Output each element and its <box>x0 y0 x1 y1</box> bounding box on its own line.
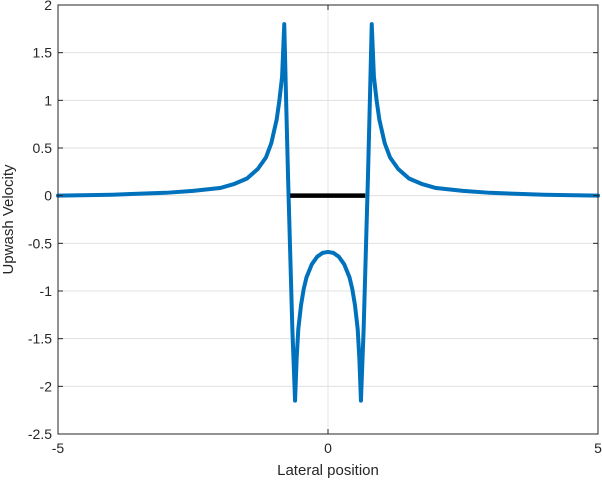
y-tick-label: 0.5 <box>33 140 53 156</box>
y-tick-label: 1 <box>44 92 52 108</box>
y-tick-label: 1.5 <box>33 45 53 61</box>
plot-series <box>56 22 600 403</box>
y-axis-label: Upwash Velocity <box>0 164 17 275</box>
x-axis-label: Lateral position <box>277 462 379 479</box>
x-tick-labels: -5 0 5 <box>52 440 602 456</box>
y-tick-labels: 2 1.5 1 0.5 0 -0.5 -1 -1.5 -2 -2.5 <box>28 0 52 442</box>
grid-lines <box>57 4 599 435</box>
tick-marks <box>57 4 599 435</box>
y-tick-label: 0 <box>44 188 52 204</box>
y-tick-label: -2 <box>40 378 53 394</box>
x-tick-label: -5 <box>52 440 65 456</box>
x-tick-label: 5 <box>594 440 602 456</box>
x-tick-label: 0 <box>324 440 332 456</box>
y-tick-label: -2.5 <box>28 426 52 442</box>
y-tick-label: 2 <box>44 0 52 13</box>
y-tick-label: -1 <box>40 283 53 299</box>
y-tick-label: -0.5 <box>28 235 52 251</box>
y-tick-label: -1.5 <box>28 331 52 347</box>
series-upwash <box>56 22 600 403</box>
